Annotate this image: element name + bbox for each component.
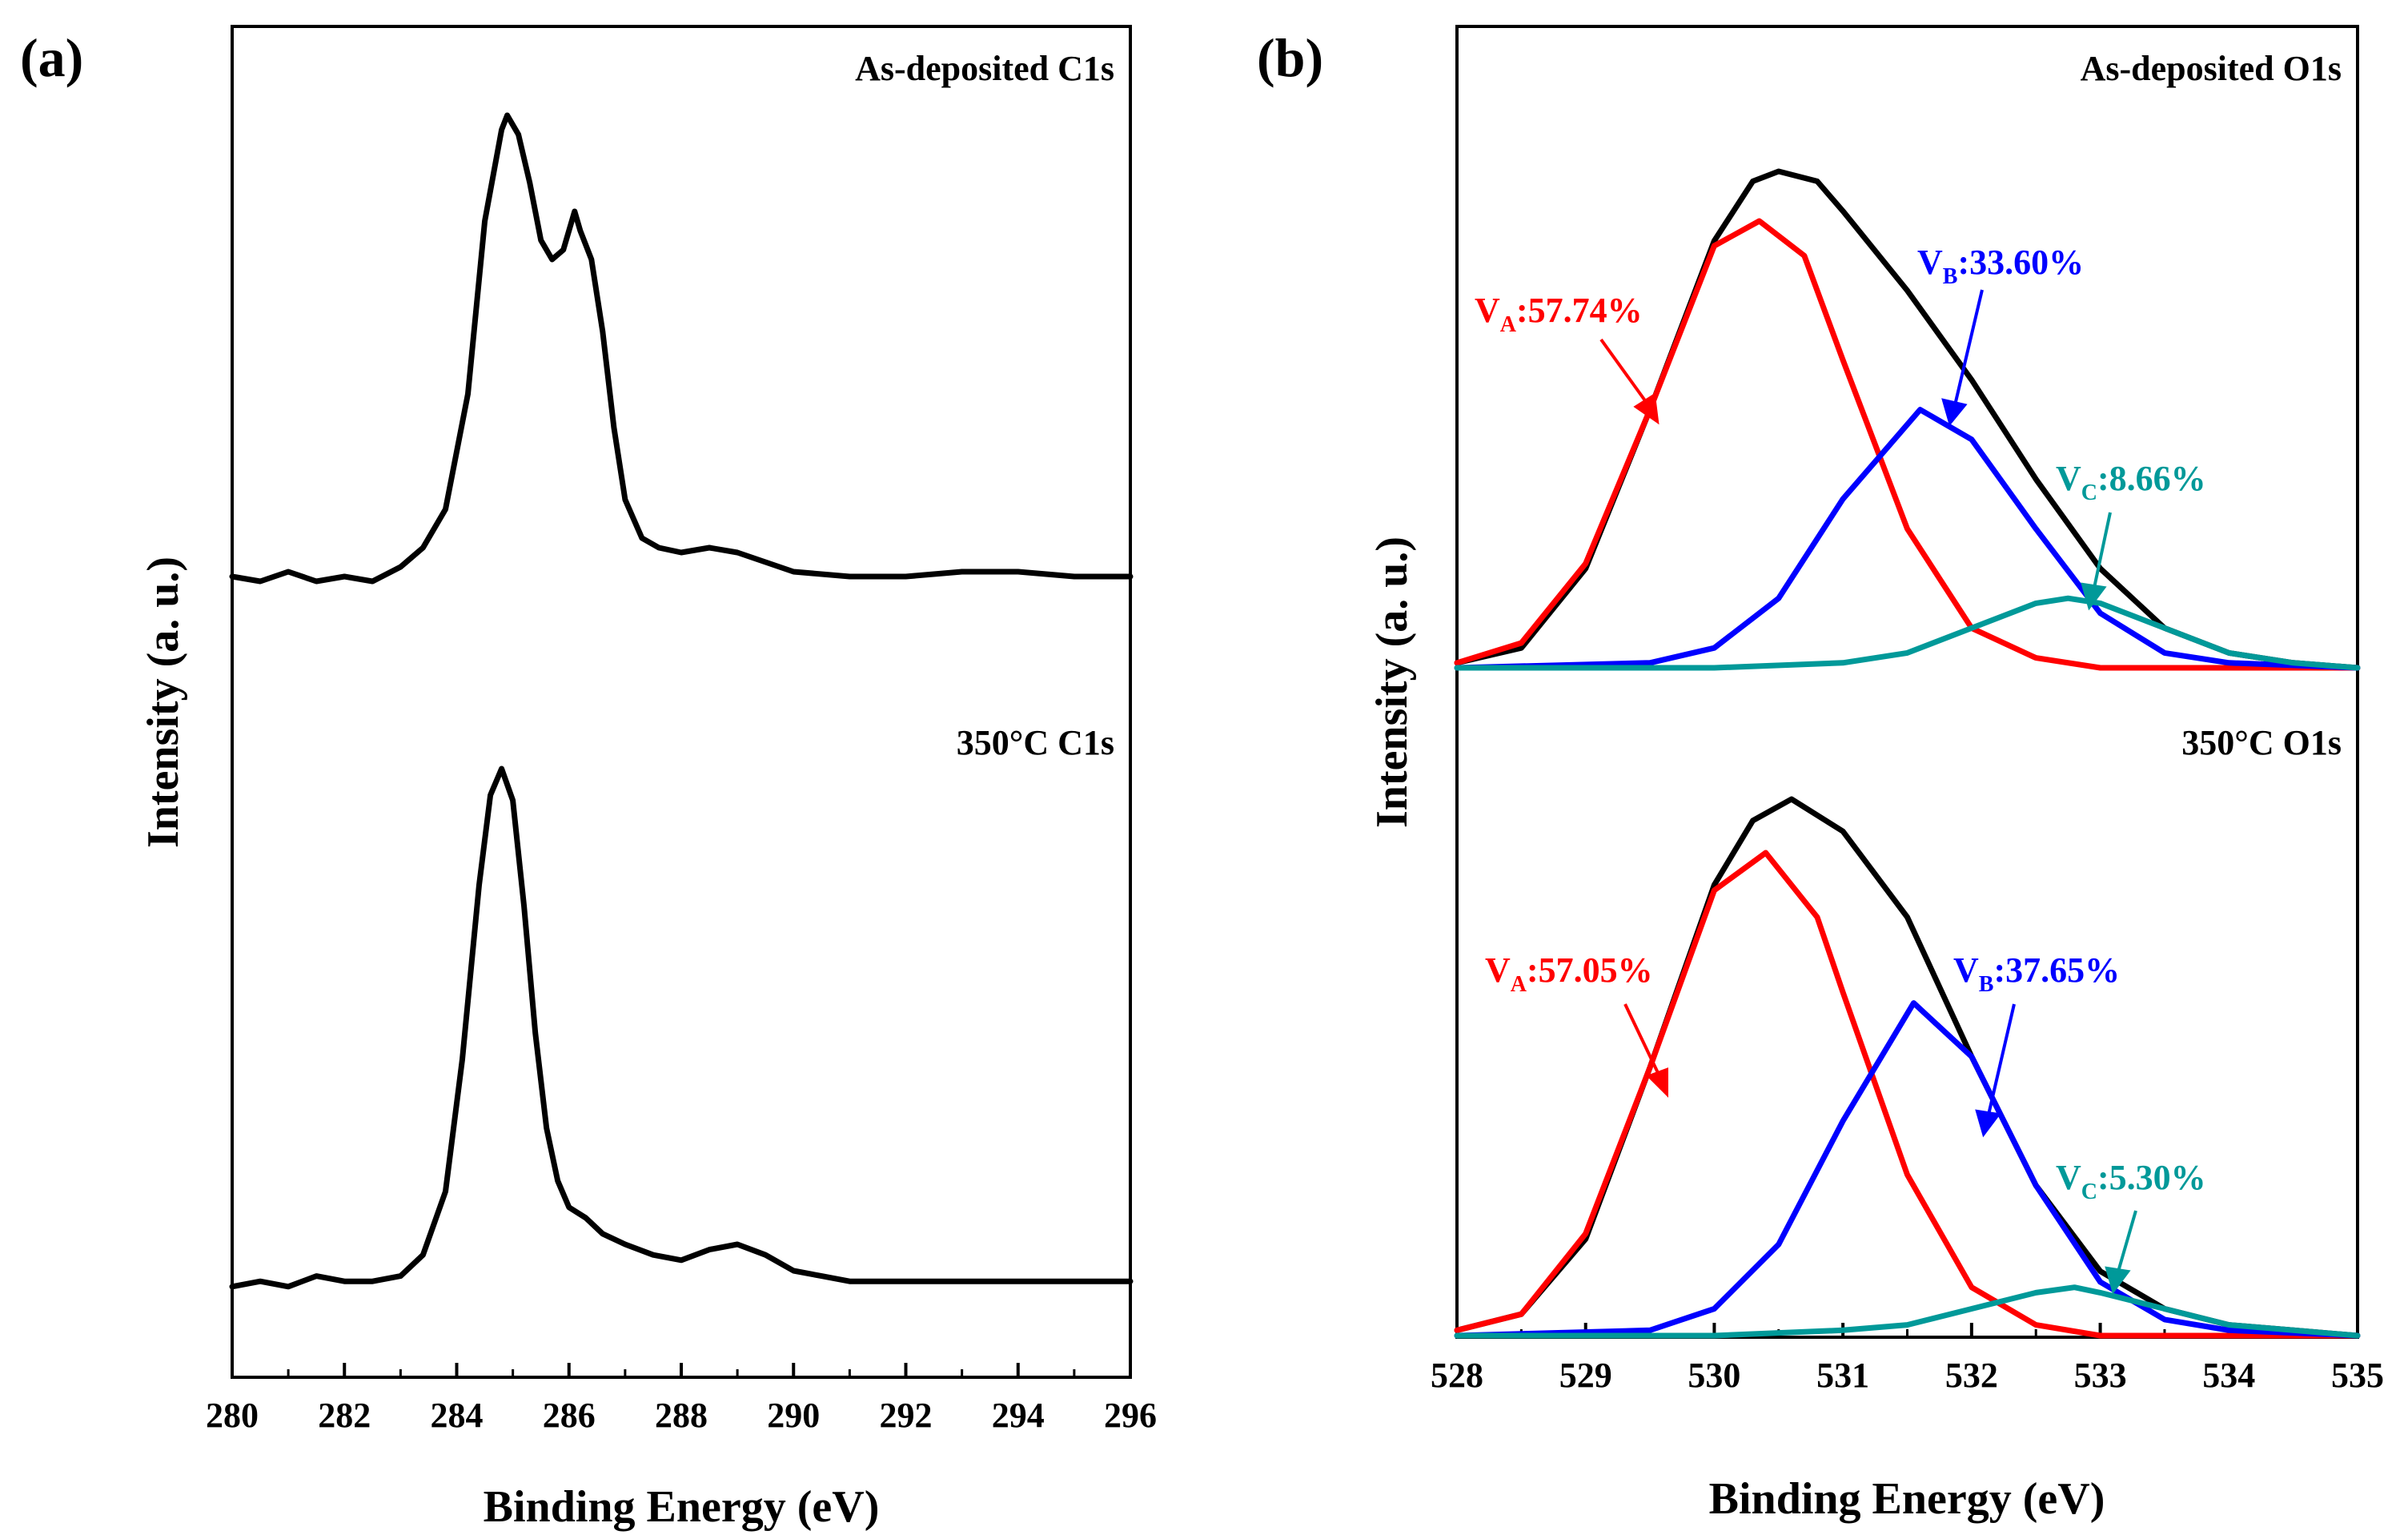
panel-b-frame xyxy=(1455,25,2359,1339)
panel-b-top-annotation: As-deposited O1s xyxy=(2081,49,2342,88)
panel-b-bottom-annotation: 350°C O1s xyxy=(2181,723,2342,762)
x-tick-label-284: 284 xyxy=(431,1396,484,1435)
spectrum-0-series-1 xyxy=(1454,218,2361,671)
arrow-b-top xyxy=(1941,289,1984,427)
spectrum-1-series-0 xyxy=(1454,796,2361,1339)
arrow-c-top xyxy=(2081,512,2112,611)
arrow-a-bottom xyxy=(1623,1003,1668,1098)
panel-b-xlabel: Binding Energy (eV) xyxy=(1709,1474,2105,1524)
x-tick-label-280: 280 xyxy=(206,1396,259,1435)
spectrum-0-series-0 xyxy=(229,112,1134,585)
x-tick-label-296: 296 xyxy=(1104,1396,1157,1435)
arrow-c-bottom xyxy=(2105,1210,2137,1295)
panel-a-bottom-annotation: 350°C C1s xyxy=(957,723,1114,762)
panel-a-label: (a) xyxy=(20,27,83,88)
panel-a: (a) Intensity (a. u.) Binding Energy (eV… xyxy=(20,25,1157,1532)
panel-a-curves xyxy=(229,112,1134,1290)
x-tick-label-531: 531 xyxy=(1816,1356,1869,1395)
x-tick-label-290: 290 xyxy=(767,1396,820,1435)
x-tick-label-532: 532 xyxy=(1945,1356,1998,1395)
panel-a-xlabel: Binding Energy (eV) xyxy=(484,1482,880,1532)
panel-a-ylabel: Intensity (a. u.) xyxy=(138,557,188,848)
x-tick-label-533: 533 xyxy=(2074,1356,2127,1395)
spectrum-0-series-2 xyxy=(1454,407,2361,671)
x-tick-label-294: 294 xyxy=(992,1396,1045,1435)
peak-label-a-bottom: VA:57.05% xyxy=(1485,950,1653,997)
x-tick-label-282: 282 xyxy=(318,1396,371,1435)
x-tick-label-288: 288 xyxy=(655,1396,708,1435)
peak-label-b-bottom: VB:37.65% xyxy=(1953,950,2120,997)
panel-a-x-ticks: 280 282 284 286 288 290 292 294 296 xyxy=(206,1363,1157,1435)
spectrum-1-series-1 xyxy=(1454,850,2361,1339)
arrow-a-top xyxy=(1599,338,1660,425)
spectrum-1-series-3 xyxy=(1454,1284,2361,1339)
x-tick-label-292: 292 xyxy=(880,1396,933,1435)
x-tick-label-529: 529 xyxy=(1559,1356,1612,1395)
x-tick-label-535: 535 xyxy=(2331,1356,2384,1395)
x-tick-label-286: 286 xyxy=(543,1396,596,1435)
spectrum-1-series-0 xyxy=(229,765,1134,1290)
spectrum-0-series-0 xyxy=(1454,168,2361,671)
panel-b-label: (b) xyxy=(1257,27,1323,88)
peak-label-b-top: VB:33.60% xyxy=(1917,243,2084,289)
spectrum-0-series-3 xyxy=(1454,595,2361,671)
panel-a-top-annotation: As-deposited C1s xyxy=(855,49,1114,88)
x-tick-label-530: 530 xyxy=(1688,1356,1740,1395)
panel-a-frame xyxy=(231,25,1132,1379)
panel-b-curves xyxy=(1454,168,2361,1339)
spectrum-1-series-2 xyxy=(1454,1000,2361,1339)
panel-b-ylabel: Intensity (a. u.) xyxy=(1367,536,1417,828)
peak-label-a-top: VA:57.74% xyxy=(1475,291,1643,337)
peak-label-c-bottom: VC:5.30% xyxy=(2056,1158,2206,1204)
panel-b-x-ticks: 528 529 530 531 532 533 534 535 xyxy=(1431,1323,2384,1395)
arrow-b-bottom xyxy=(1975,1003,2016,1138)
x-tick-label-528: 528 xyxy=(1431,1356,1483,1395)
x-tick-label-534: 534 xyxy=(2202,1356,2255,1395)
panel-b: (b) Intensity (a. u.) Binding Energy (eV… xyxy=(1257,25,2384,1524)
peak-label-c-top: VC:8.66% xyxy=(2056,459,2206,505)
